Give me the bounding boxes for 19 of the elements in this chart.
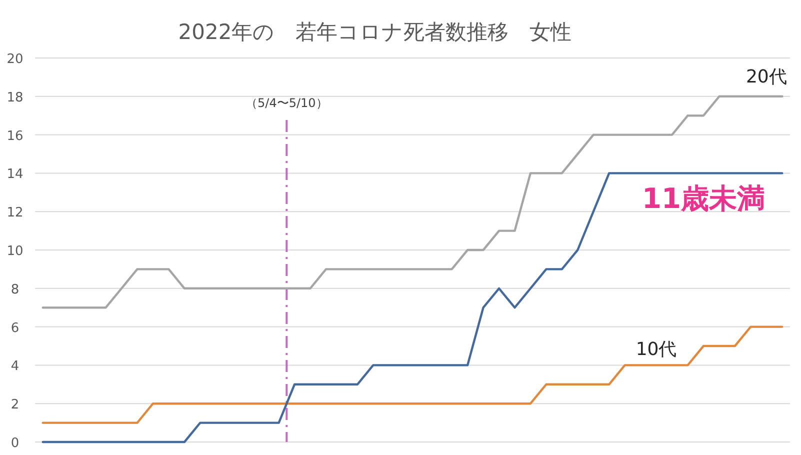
y-tick-label: 14 — [6, 167, 24, 182]
y-tick-label: 10 — [6, 244, 24, 259]
line-series — [42, 326, 784, 424]
y-tick-label: 2 — [10, 398, 20, 413]
series-label: 20代 — [746, 66, 787, 88]
line-series — [42, 172, 784, 444]
y-tick-label: 20 — [6, 52, 24, 67]
y-tick-label: 8 — [10, 282, 20, 298]
y-tick-label: 12 — [6, 206, 24, 221]
series-label: 10代 — [636, 339, 677, 360]
y-tick-label: 6 — [10, 320, 20, 336]
y-tick-label: 0 — [10, 436, 20, 451]
series-label: 11歳未満 — [642, 182, 765, 216]
line-series — [42, 95, 784, 309]
chart-title: 2022年の 若年コロナ死者数推移 女性 — [178, 20, 572, 44]
annotation: （5/4〜5/10） — [246, 96, 328, 110]
y-tick-label: 16 — [6, 128, 24, 144]
y-tick-label: 4 — [10, 359, 20, 374]
y-tick-label: 18 — [6, 90, 24, 106]
